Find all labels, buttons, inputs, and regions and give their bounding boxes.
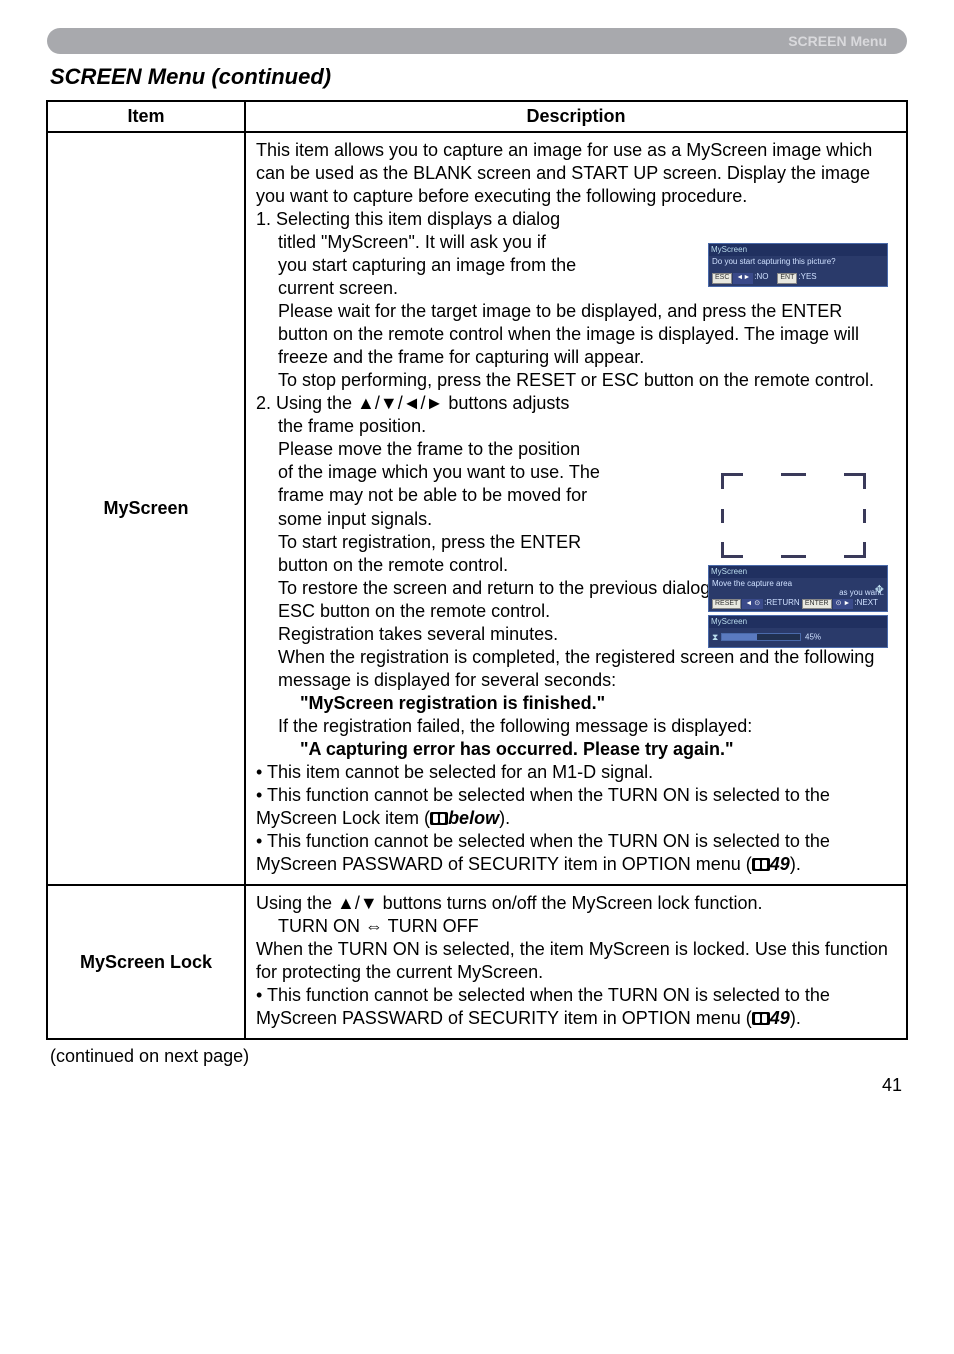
text: Registration takes several minutes. xyxy=(278,624,558,644)
dialog-title: MyScreen xyxy=(709,616,887,628)
text: If the registration failed, the followin… xyxy=(278,716,752,736)
text: titled "MyScreen". It will ask you if xyxy=(278,232,546,252)
text: This item allows you to capture an image… xyxy=(256,140,872,206)
text: frame may not be able to be moved for xyxy=(278,485,587,505)
book-icon xyxy=(752,858,770,871)
text: 1. Selecting this item displays a dialog xyxy=(256,209,560,229)
text: Please wait for the target image to be d… xyxy=(278,301,859,367)
text: button on the remote control. xyxy=(278,555,508,575)
text: below xyxy=(448,808,499,828)
text: the frame position. xyxy=(278,416,426,436)
key-icon: ◄► xyxy=(733,273,753,283)
text: ). xyxy=(499,808,510,828)
text: • This item cannot be selected for an M1… xyxy=(256,762,653,782)
enter-badge: ENTER xyxy=(802,599,832,609)
book-icon xyxy=(430,812,448,825)
desc-myscreen: This item allows you to capture an image… xyxy=(245,132,907,885)
text: To stop performing, press the RESET or E… xyxy=(278,370,874,390)
text: :YES xyxy=(798,272,816,281)
text: :RETURN xyxy=(764,598,800,607)
text: of the image which you want to use. The xyxy=(278,462,600,482)
screen-menu-table: Item Description MyScreen This item allo… xyxy=(46,100,908,1040)
text: you start capturing an image from the xyxy=(278,255,576,275)
col-item: Item xyxy=(47,101,245,132)
text: Using the ▲/▼ buttons turns on/off the M… xyxy=(256,893,763,913)
dialog-text: Move the capture area xyxy=(712,579,884,589)
dialog-text: Do you start capturing this picture? xyxy=(712,257,884,267)
text: Please move the frame to the position xyxy=(278,439,580,459)
move-area-dialog: MyScreen Move the capture area as you wa… xyxy=(708,565,888,612)
header-menu-label: SCREEN Menu xyxy=(788,33,887,49)
arrows-icon: ✥ xyxy=(875,584,884,597)
text: ). xyxy=(790,854,801,874)
book-icon xyxy=(752,1012,770,1025)
key-icon: ⊙ ► xyxy=(833,599,854,609)
text: :NO xyxy=(754,272,768,281)
item-myscreen-lock: MyScreen Lock xyxy=(47,885,245,1039)
text: When the TURN ON is selected, the item M… xyxy=(256,939,888,982)
progress-dialog: MyScreen ⧗ 45% xyxy=(708,615,888,648)
header-bar: SCREEN Menu xyxy=(47,28,907,54)
col-desc: Description xyxy=(245,101,907,132)
capture-frame-icon xyxy=(721,473,866,558)
text: 2. Using the ▲/▼/◄/► buttons adjusts xyxy=(256,393,569,413)
dialog-title: MyScreen xyxy=(709,566,887,578)
text: 49 xyxy=(770,1008,790,1028)
table-header-row: Item Description xyxy=(47,101,907,132)
capture-confirm-dialog: MyScreen Do you start capturing this pic… xyxy=(708,243,888,287)
text: some input signals. xyxy=(278,509,432,529)
reset-badge: RESET xyxy=(712,599,741,609)
dialog-title: MyScreen xyxy=(709,244,887,256)
table-row: MyScreen This item allows you to capture… xyxy=(47,132,907,885)
text: TURN ON ⇔ TURN OFF xyxy=(278,916,479,936)
text: To start registration, press the ENTER xyxy=(278,532,581,552)
progress-bar xyxy=(721,633,801,641)
text: current screen. xyxy=(278,278,398,298)
progress-pct: 45% xyxy=(805,632,821,641)
text: ). xyxy=(790,1008,801,1028)
key-icon: ◄ ⊙ xyxy=(742,599,763,609)
page-number: 41 xyxy=(0,1075,902,1096)
page-title: SCREEN Menu (continued) xyxy=(50,64,954,90)
hourglass-icon: ⧗ xyxy=(712,632,718,642)
text: • This function cannot be selected when … xyxy=(256,831,830,874)
esc-badge: ESC xyxy=(712,273,732,283)
item-myscreen: MyScreen xyxy=(47,132,245,885)
text: 49 xyxy=(770,854,790,874)
continued-label: (continued on next page) xyxy=(50,1046,954,1067)
desc-myscreen-lock: Using the ▲/▼ buttons turns on/off the M… xyxy=(245,885,907,1039)
text: • This function cannot be selected when … xyxy=(256,985,830,1028)
text: "A capturing error has occurred. Please … xyxy=(300,739,734,759)
text: "MyScreen registration is finished." xyxy=(300,693,605,713)
ent-badge: ENT xyxy=(777,273,797,283)
text: :NEXT xyxy=(854,598,878,607)
table-row: MyScreen Lock Using the ▲/▼ buttons turn… xyxy=(47,885,907,1039)
text: • This function cannot be selected when … xyxy=(256,785,830,828)
text: When the registration is completed, the … xyxy=(278,647,874,690)
